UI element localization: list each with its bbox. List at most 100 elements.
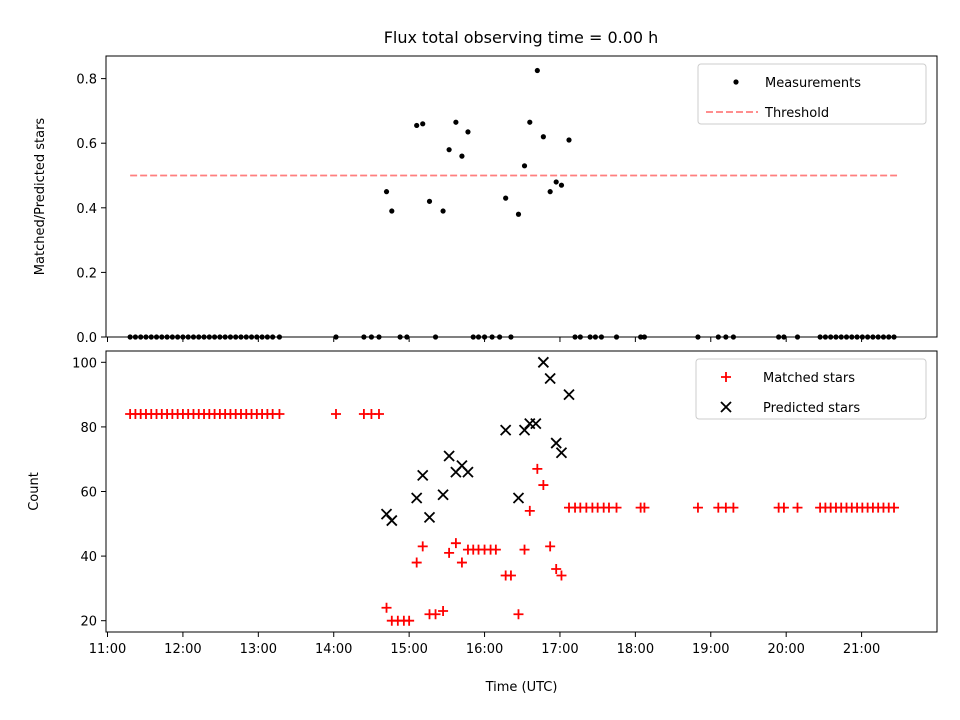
legend-predicted-marker xyxy=(720,401,732,413)
top-ytick-label: 0.8 xyxy=(76,73,97,88)
matched-star-point xyxy=(505,570,516,581)
measurement-point xyxy=(558,182,565,188)
measurement-point xyxy=(534,67,540,74)
matched-star-point xyxy=(373,408,384,419)
measurement-point xyxy=(453,119,459,125)
bottom-xtick-label: 17:00 xyxy=(541,642,578,657)
predicted-star-point xyxy=(500,424,512,436)
bottom-xtick-label: 20:00 xyxy=(767,642,804,657)
bottom-xtick-label: 15:00 xyxy=(390,642,427,657)
matched-star-point xyxy=(381,602,392,613)
measurement-point xyxy=(459,153,465,159)
legend-measurement-marker xyxy=(733,79,739,85)
bottom-xtick-label: 12:00 xyxy=(164,642,201,657)
matched-star-point xyxy=(556,570,567,581)
bottom-xtick-label: 18:00 xyxy=(617,642,654,657)
matched-star-point xyxy=(692,502,703,513)
top-y-axis-label: Matched/Predicted stars xyxy=(33,118,48,276)
matched-star-point xyxy=(456,557,467,568)
bottom-xtick-label: 14:00 xyxy=(315,642,352,657)
measurement-point xyxy=(547,189,553,195)
bottom-legend-label: Matched stars xyxy=(763,371,855,386)
measurement-point xyxy=(465,129,471,135)
bottom-legend-label: Predicted stars xyxy=(763,401,860,416)
measurement-point xyxy=(383,189,390,195)
measurement-point xyxy=(515,211,522,217)
predicted-star-point xyxy=(530,418,542,430)
matched-star-point xyxy=(889,502,900,513)
matched-star-point xyxy=(545,541,556,552)
measurement-point xyxy=(414,122,420,129)
bottom-legend-box xyxy=(695,358,927,420)
top-legend: Measurements Threshold xyxy=(697,63,927,125)
predicted-star-point xyxy=(555,447,568,459)
legend-matched-marker xyxy=(721,372,731,382)
matched-star-point xyxy=(538,480,549,491)
matched-star-point xyxy=(792,502,803,513)
predicted-star-point xyxy=(423,511,436,523)
matched-star-point xyxy=(611,502,622,513)
measurement-point xyxy=(440,208,446,214)
bottom-legend: Matched stars Predicted stars xyxy=(695,358,927,420)
top-ytick-label: 0.2 xyxy=(76,266,97,281)
x-axis-label: Time (UTC) xyxy=(485,680,558,695)
predicted-star-point xyxy=(537,356,550,368)
matched-star-point xyxy=(513,609,524,620)
top-ytick-label: 0.4 xyxy=(76,202,97,217)
matched-star-point xyxy=(490,544,501,555)
measurement-point xyxy=(420,121,426,127)
matched-star-point xyxy=(444,547,455,558)
predicted-star-point xyxy=(462,466,474,478)
top-legend-label: Threshold xyxy=(764,106,829,121)
predicted-star-point xyxy=(417,469,429,481)
measurement-point xyxy=(527,119,533,125)
matched-star-point xyxy=(404,615,415,626)
matched-star-point xyxy=(639,502,650,513)
matched-star-point xyxy=(519,544,530,555)
bottom-ytick-label: 60 xyxy=(80,486,97,501)
measurement-point xyxy=(426,198,433,204)
matched-star-point xyxy=(450,538,461,549)
matched-star-point xyxy=(330,408,341,419)
bottom-ytick-label: 80 xyxy=(80,421,97,436)
bottom-y-axis-label: Count xyxy=(27,472,42,511)
measurement-point xyxy=(389,208,395,214)
predicted-star-point xyxy=(550,437,562,449)
predicted-star-point xyxy=(443,450,455,462)
chart-title: Flux total observing time = 0.00 h xyxy=(384,28,659,47)
measurement-point xyxy=(503,195,509,201)
matched-star-point xyxy=(438,606,449,617)
predicted-star-point xyxy=(437,489,449,501)
matched-star-point xyxy=(430,609,441,620)
bottom-axes: 20 40 60 80 100 Count 11:00 12:00 13:00 14:00 15:0… xyxy=(27,350,938,695)
top-legend-label: Measurements xyxy=(765,76,861,91)
predicted-star-point xyxy=(563,388,575,401)
measurement-point xyxy=(540,134,546,140)
matched-star-point xyxy=(728,502,739,513)
measurement-point xyxy=(553,179,559,185)
measurement-point xyxy=(446,147,452,153)
bottom-xtick-label: 11:00 xyxy=(89,642,126,657)
matched-star-point xyxy=(532,463,543,474)
predicted-star-point xyxy=(411,492,423,504)
measurement-point xyxy=(566,137,572,143)
top-ytick-label: 0.6 xyxy=(76,137,97,152)
bottom-ytick-label: 20 xyxy=(80,615,97,630)
matched-star-point xyxy=(551,564,562,575)
bottom-xtick-label: 21:00 xyxy=(843,642,880,657)
top-frame xyxy=(105,55,938,338)
matched-star-point xyxy=(524,505,535,516)
top-legend-box xyxy=(697,63,927,125)
predicted-star-point xyxy=(512,492,525,504)
predicted-star-point xyxy=(544,372,556,385)
bottom-ytick-label: 40 xyxy=(80,550,97,565)
top-axes: 0.0 0.2 0.4 0.6 0.8 Matched/Predicted stars Me… xyxy=(33,55,938,346)
bottom-xtick-label: 13:00 xyxy=(240,642,277,657)
matched-star-point xyxy=(411,557,422,568)
predicted-star-point xyxy=(386,514,398,527)
matched-star-point xyxy=(778,502,789,513)
matched-star-point xyxy=(417,541,428,552)
bottom-xtick-label: 16:00 xyxy=(466,642,503,657)
bottom-xtick-label: 19:00 xyxy=(692,642,729,657)
